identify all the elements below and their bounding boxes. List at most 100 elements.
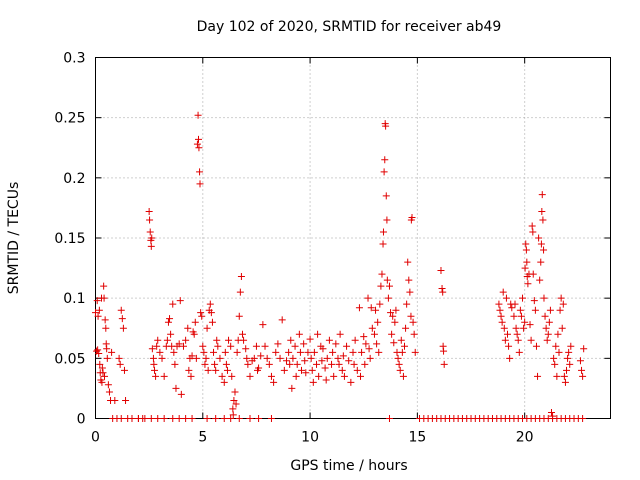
data-point	[506, 354, 514, 362]
data-point	[374, 318, 382, 326]
data-point	[232, 400, 240, 408]
data-point	[227, 415, 235, 422]
data-point	[367, 304, 375, 312]
data-point	[255, 415, 263, 422]
data-point	[141, 415, 149, 422]
data-point	[438, 285, 446, 293]
data-point	[384, 294, 392, 302]
data-point	[498, 318, 506, 326]
data-point	[238, 330, 246, 338]
data-point	[405, 276, 413, 284]
data-point	[340, 372, 348, 380]
data-point	[255, 364, 263, 372]
data-point	[233, 348, 241, 356]
data-point	[105, 388, 113, 396]
data-point	[377, 282, 385, 290]
data-point	[392, 306, 400, 314]
data-point	[242, 345, 250, 353]
data-point	[298, 366, 305, 374]
data-point	[373, 340, 381, 348]
data-point	[536, 276, 544, 284]
data-point	[118, 315, 126, 323]
data-point	[149, 354, 157, 362]
data-point	[204, 366, 212, 374]
data-point	[544, 330, 552, 338]
data-point	[350, 360, 358, 368]
data-point	[508, 304, 516, 312]
x-tick-label: 20	[516, 430, 534, 446]
data-point	[288, 384, 296, 392]
data-point	[545, 318, 553, 326]
data-point	[194, 111, 202, 119]
data-point	[537, 240, 545, 248]
data-point	[225, 336, 233, 344]
data-point	[169, 300, 177, 308]
data-point	[390, 339, 398, 347]
data-point	[172, 384, 180, 392]
data-point	[176, 297, 184, 305]
data-point	[522, 246, 530, 254]
data-point	[293, 360, 301, 368]
data-point	[295, 330, 303, 338]
data-point	[398, 348, 406, 356]
data-point	[213, 336, 221, 344]
data-point	[399, 372, 407, 380]
data-point	[528, 222, 536, 230]
data-point	[534, 372, 542, 380]
data-point	[502, 294, 510, 302]
data-point	[208, 318, 216, 326]
data-point	[286, 360, 294, 368]
data-point	[220, 415, 228, 422]
data-point	[553, 372, 561, 380]
data-point	[235, 312, 243, 320]
data-point	[313, 360, 321, 368]
data-point	[385, 282, 393, 290]
data-point	[191, 318, 199, 326]
data-point	[169, 415, 177, 422]
data-point	[514, 336, 522, 344]
data-point	[200, 348, 208, 356]
y-tick-label: 0.25	[54, 111, 85, 127]
data-point	[147, 242, 155, 250]
data-point	[221, 348, 229, 356]
data-point	[537, 258, 545, 266]
data-point	[378, 270, 386, 278]
plot-area-border	[95, 57, 611, 419]
data-point	[353, 366, 361, 374]
data-point	[345, 357, 353, 365]
data-point	[530, 297, 538, 305]
data-point	[196, 180, 204, 188]
data-point	[579, 372, 587, 380]
data-point	[527, 336, 535, 344]
data-point	[296, 348, 304, 356]
data-point	[501, 336, 509, 344]
data-point	[146, 228, 154, 236]
data-point	[244, 360, 252, 368]
data-point	[513, 330, 521, 338]
data-point	[578, 366, 586, 374]
data-point	[504, 330, 511, 338]
data-point	[529, 270, 537, 278]
data-point	[565, 348, 573, 356]
data-point	[329, 348, 337, 356]
data-point	[117, 306, 125, 314]
data-point	[314, 330, 322, 338]
data-point	[101, 316, 109, 324]
data-point	[229, 411, 237, 419]
x-tick-label: 10	[301, 430, 319, 446]
data-point	[440, 360, 448, 368]
data-point	[318, 357, 326, 365]
data-point	[150, 360, 158, 368]
data-point	[229, 405, 237, 413]
data-point	[382, 192, 390, 200]
data-point	[166, 315, 174, 323]
data-point	[282, 357, 290, 365]
data-point	[250, 354, 258, 362]
data-point	[292, 372, 300, 380]
data-point	[385, 415, 393, 422]
data-point	[521, 264, 529, 272]
data-point	[128, 415, 136, 422]
data-point	[301, 357, 309, 365]
data-point	[206, 300, 214, 308]
